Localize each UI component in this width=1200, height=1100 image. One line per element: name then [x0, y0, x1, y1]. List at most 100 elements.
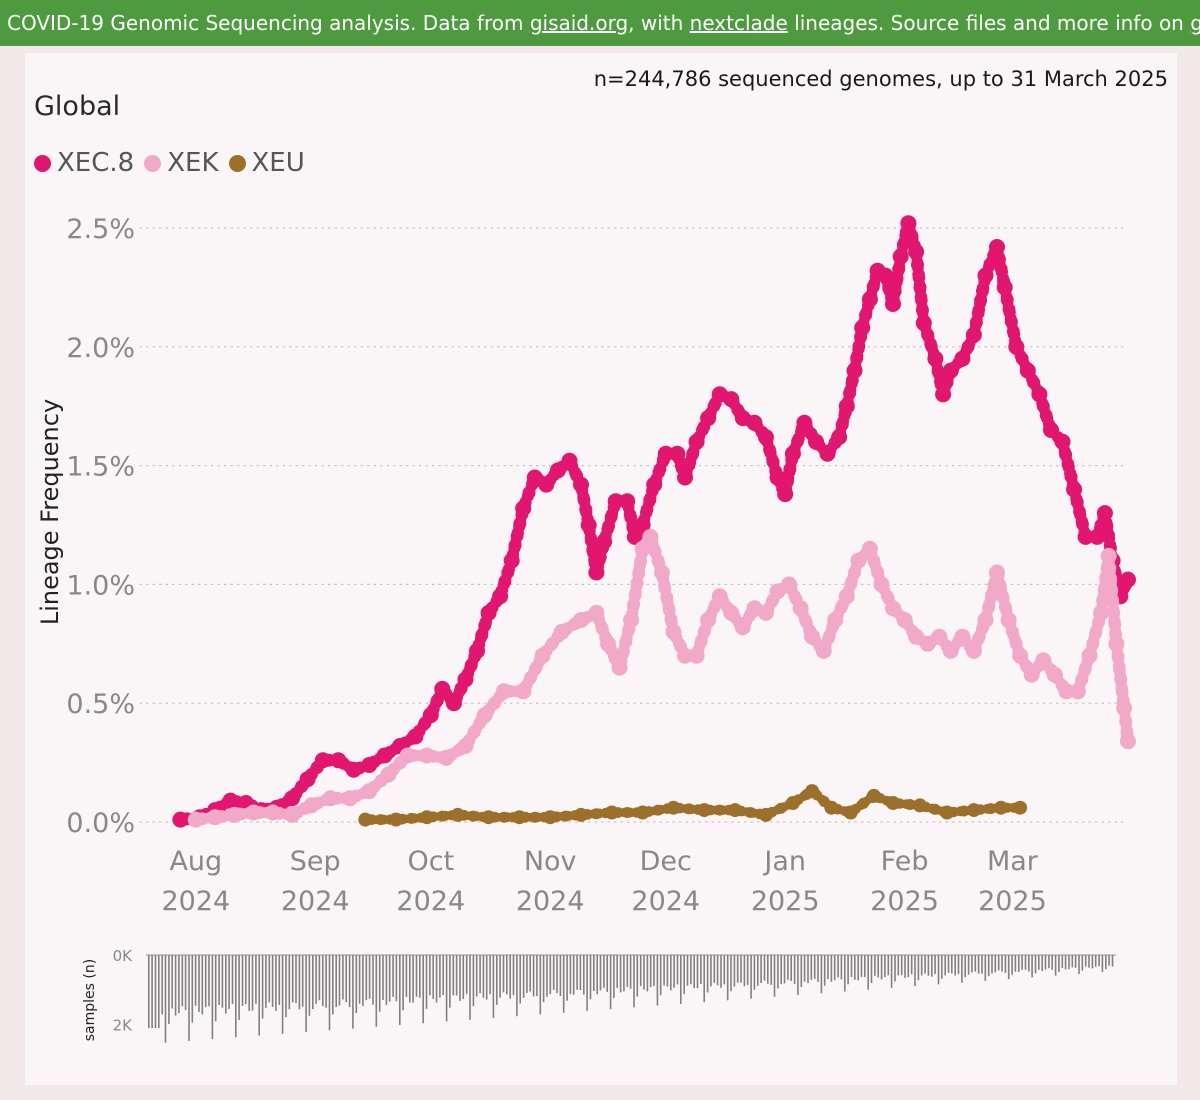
data-point — [896, 612, 913, 628]
x-tick-month: Aug — [169, 846, 222, 877]
samples-bar — [449, 955, 451, 1008]
data-point — [623, 612, 640, 628]
data-point — [1077, 528, 1094, 545]
samples-bar — [201, 955, 204, 1015]
legend-item-xeu[interactable]: XEU — [228, 148, 305, 178]
data-point — [942, 642, 959, 659]
samples-bar — [579, 955, 582, 991]
samples-bar — [576, 955, 578, 990]
data-point — [1023, 666, 1040, 683]
data-point — [361, 783, 378, 800]
data-point — [666, 800, 681, 815]
samples-bar — [1064, 955, 1067, 970]
samples-bar — [1101, 955, 1104, 973]
nextclade-link[interactable]: nextclade — [689, 11, 788, 35]
data-point — [931, 628, 948, 645]
data-point — [877, 267, 894, 284]
data-point — [634, 517, 651, 533]
samples-bar — [1007, 955, 1010, 980]
data-point — [553, 623, 570, 640]
samples-bar — [362, 955, 364, 1007]
samples-bar — [358, 955, 361, 1004]
samples-bar — [639, 955, 642, 987]
data-point — [653, 564, 670, 581]
data-point — [1120, 571, 1136, 588]
series-xeu-group — [358, 784, 1028, 827]
data-point — [469, 642, 485, 659]
samples-bar — [502, 955, 505, 993]
legend-item-xek[interactable]: XEK — [144, 148, 219, 178]
data-point — [846, 362, 863, 379]
samples-bar — [291, 955, 294, 1003]
data-point — [580, 517, 597, 533]
data-point — [330, 752, 347, 769]
samples-bar — [1078, 955, 1080, 974]
data-point — [758, 807, 773, 822]
samples-bar — [710, 955, 712, 987]
data-point — [1069, 683, 1086, 700]
data-point — [481, 810, 496, 825]
samples-bar — [1074, 955, 1077, 968]
samples-bar — [783, 955, 786, 984]
samples-bar — [757, 955, 759, 986]
samples-bar — [392, 955, 394, 997]
samples-bar — [904, 955, 906, 978]
samples-bar — [345, 955, 347, 1003]
data-point — [264, 804, 281, 821]
samples-bar — [917, 955, 920, 981]
samples-bar — [278, 955, 281, 1005]
samples-bar — [924, 955, 926, 974]
data-point — [588, 604, 605, 621]
data-point — [245, 804, 262, 821]
sample-count-subtitle: n=244,786 sequenced genomes, up to 31 Ma… — [593, 67, 1168, 91]
samples-bar — [322, 955, 324, 1007]
samples-bar — [174, 955, 177, 1016]
samples-bar — [318, 955, 321, 1001]
x-tick-month: Dec — [640, 846, 692, 877]
samples-bar — [536, 955, 538, 997]
samples-bar — [549, 955, 552, 994]
y-tick-label: 2.0% — [66, 333, 135, 364]
data-point — [966, 803, 981, 818]
samples-bar — [1024, 955, 1027, 970]
data-point — [538, 476, 555, 493]
samples-bar — [338, 955, 341, 1006]
data-point — [697, 803, 712, 818]
samples-bar — [559, 955, 562, 997]
samples-bar — [355, 955, 358, 1013]
samples-bar — [485, 955, 488, 1000]
samples-bar — [265, 955, 267, 1008]
samples-bar — [332, 955, 334, 1015]
samples-bar — [342, 955, 344, 1000]
samples-bar — [1034, 955, 1037, 974]
samples-bar — [532, 955, 535, 997]
data-point — [419, 810, 434, 825]
data-point — [345, 761, 362, 778]
samples-bar — [1091, 955, 1094, 969]
samples-chart: 0K 2K samples (n) — [82, 947, 1116, 1043]
y-tick-label: 0.5% — [66, 689, 135, 720]
banner-text-part: lineages. Source files and more info on — [787, 11, 1191, 35]
github-link[interactable]: github — [1190, 11, 1200, 35]
data-point — [534, 647, 551, 664]
data-point — [796, 414, 813, 431]
samples-bar — [225, 955, 227, 1014]
data-point — [746, 414, 763, 431]
samples-bar — [723, 955, 726, 985]
samples-bar — [439, 955, 441, 998]
gisaid-link[interactable]: gisaid.org — [529, 11, 629, 35]
data-point — [677, 647, 693, 664]
samples-bar — [499, 955, 501, 998]
samples-bar — [703, 955, 705, 1003]
samples-bar — [191, 955, 194, 1023]
samples-bar — [328, 955, 331, 1031]
samples-bar — [435, 955, 438, 1003]
samples-bar — [720, 955, 722, 988]
samples-bar — [452, 955, 455, 996]
data-point — [573, 476, 589, 493]
samples-bar — [509, 955, 511, 999]
legend-item-xec8[interactable]: XEC.8 — [34, 148, 134, 178]
data-point — [723, 604, 740, 621]
samples-bar — [971, 955, 973, 973]
samples-bar — [884, 955, 886, 977]
